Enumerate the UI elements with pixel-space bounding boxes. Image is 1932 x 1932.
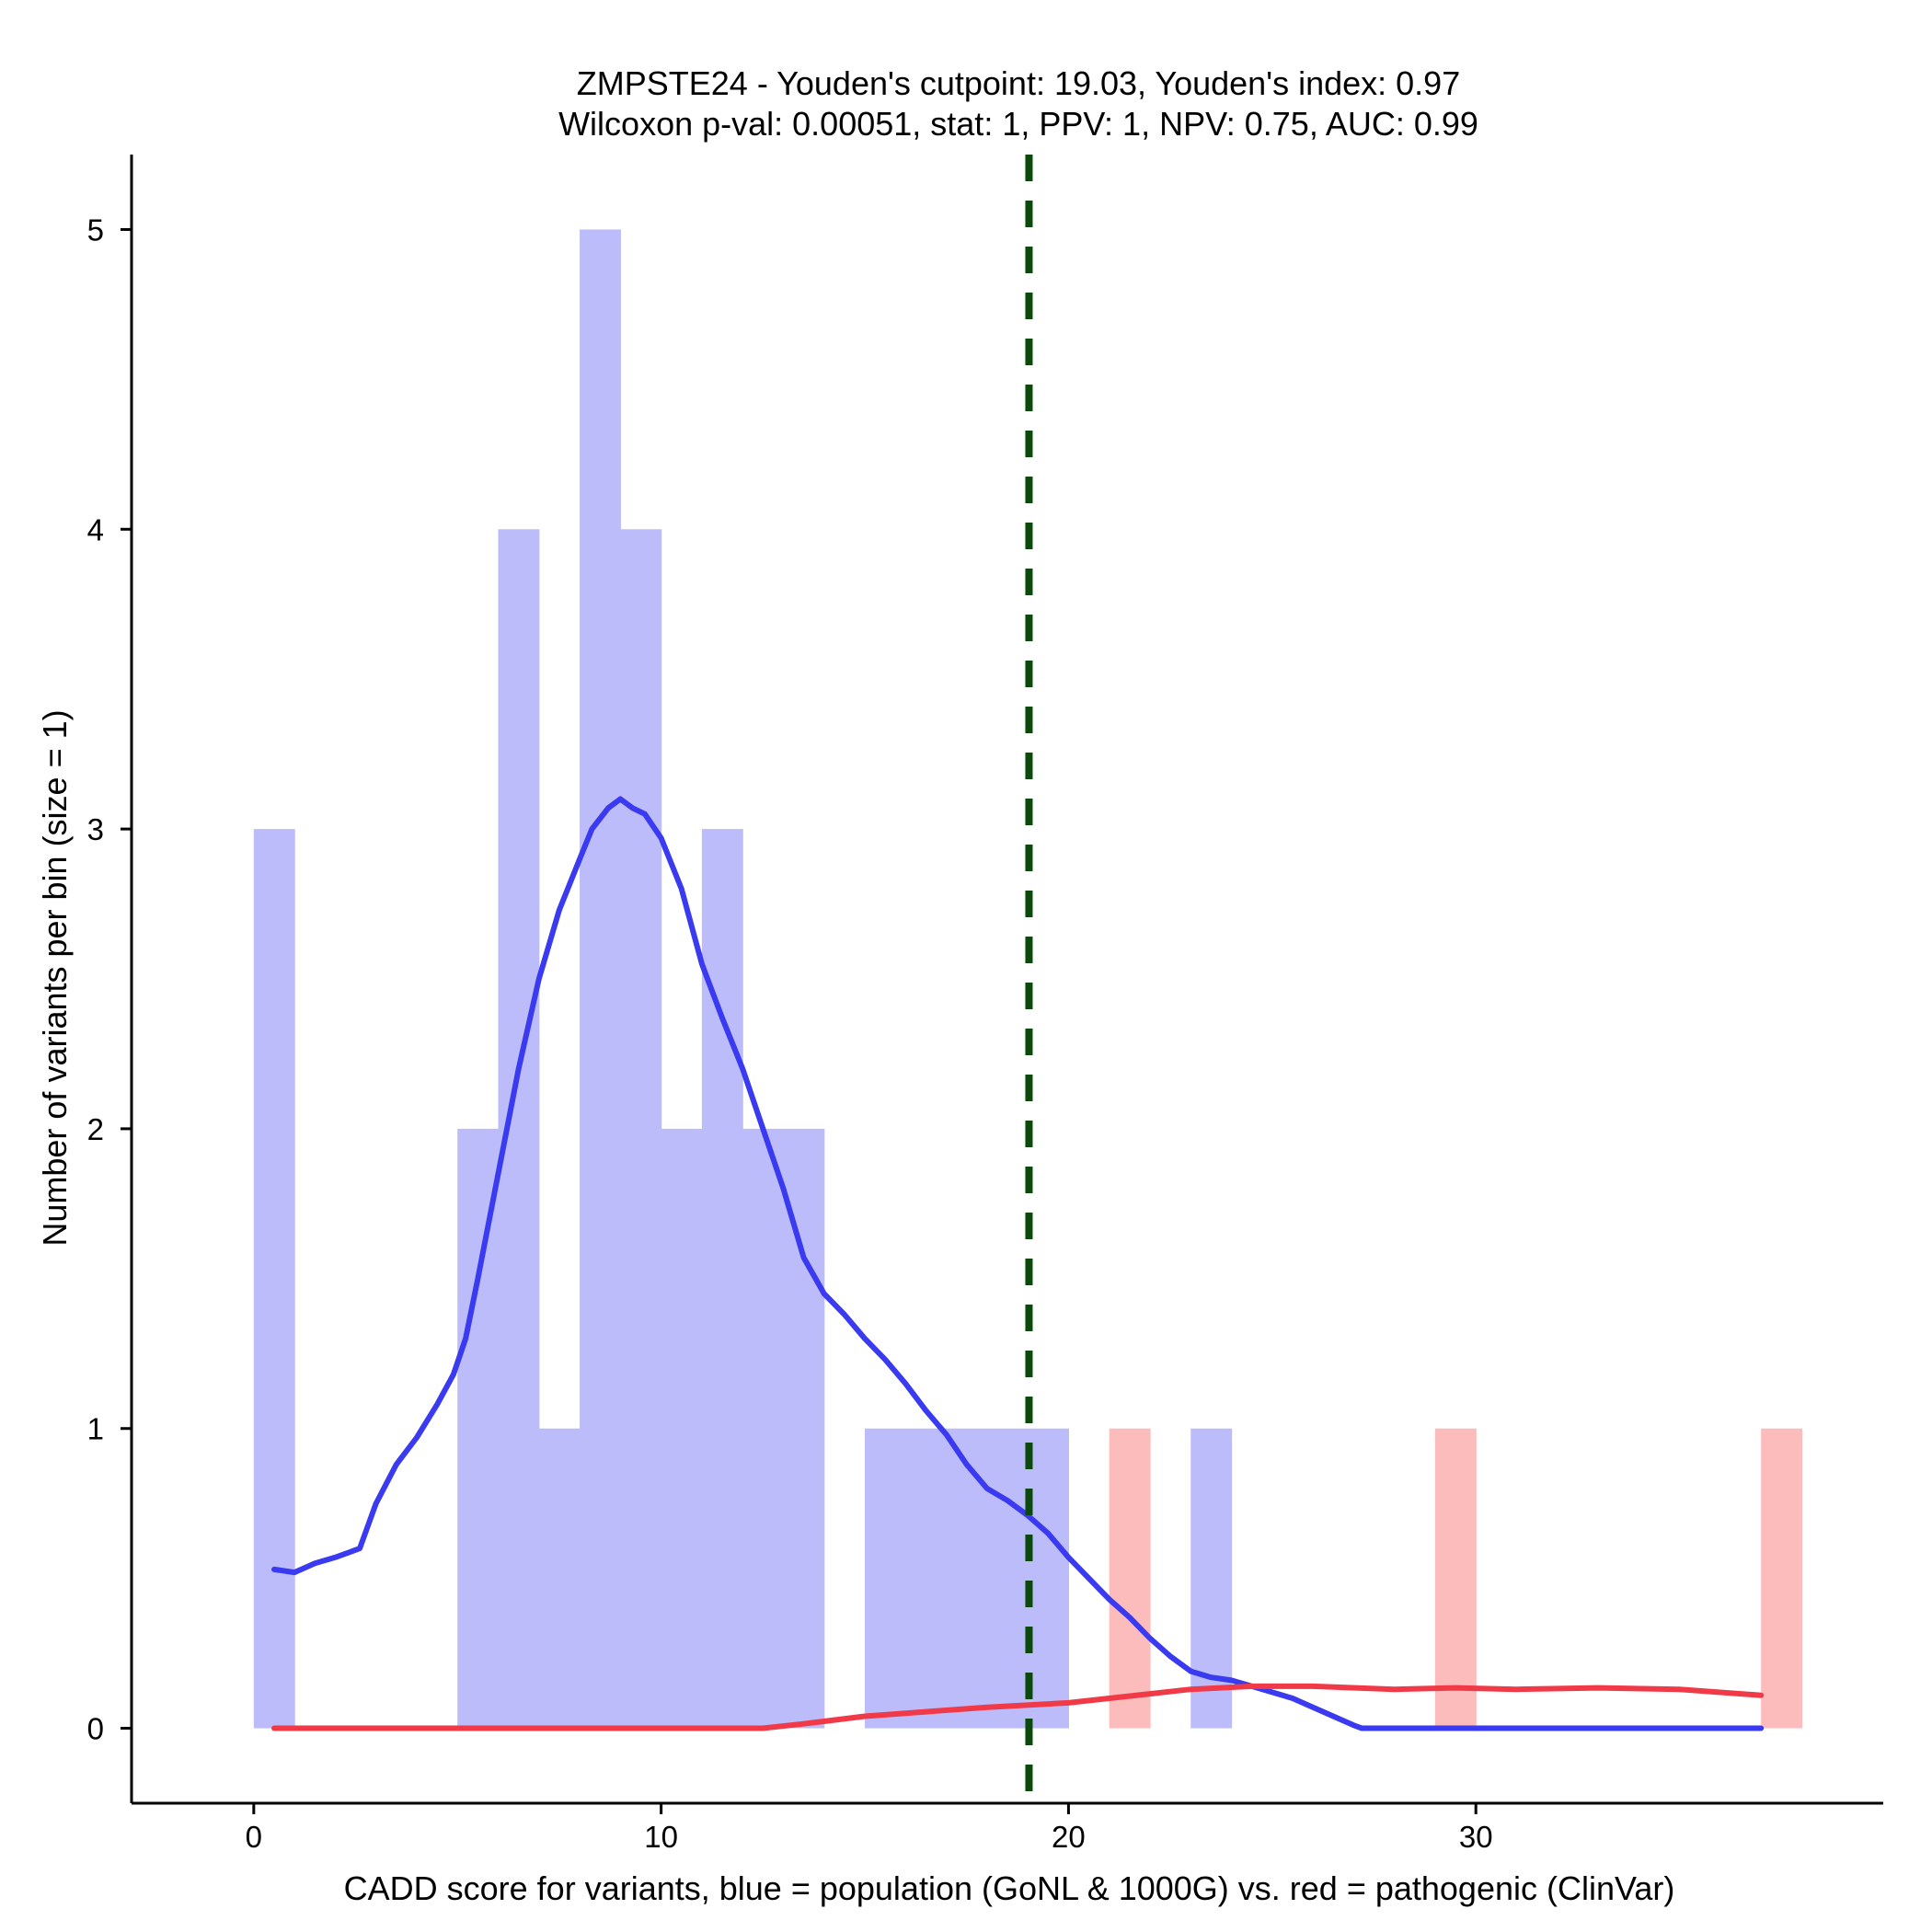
y-tick-label: 3: [87, 812, 104, 846]
y-ticks: 0 1 2 3 4 5: [87, 213, 132, 1746]
y-axis-label: Number of variants per bin (size = 1): [36, 709, 74, 1246]
density-curves: [271, 796, 1765, 1731]
population-bar: [620, 529, 662, 1729]
population-bar: [1190, 1428, 1233, 1729]
population-bar: [1028, 1428, 1070, 1729]
y-tick-label: 0: [87, 1712, 104, 1746]
y-tick-label: 4: [87, 512, 104, 546]
population-bar: [701, 829, 743, 1729]
pathogenic-density-line: [271, 1683, 1765, 1731]
y-tick-label: 1: [87, 1412, 104, 1446]
pathogenic-bar: [1434, 1428, 1477, 1729]
pathogenic-bar: [1761, 1428, 1803, 1729]
population-bar: [457, 1128, 500, 1729]
y-tick-label: 2: [87, 1112, 104, 1146]
population-bar: [253, 829, 295, 1729]
chart-title-line1: ZMPSTE24 - Youden's cutpoint: 19.03, You…: [577, 64, 1460, 102]
population-bar: [905, 1428, 948, 1729]
population-bar: [538, 1428, 581, 1729]
population-bars: [253, 229, 1233, 1729]
x-tick-label: 30: [1459, 1820, 1493, 1854]
population-bar: [580, 229, 621, 1729]
pathogenic-bar: [1109, 1428, 1151, 1729]
population-bar: [986, 1428, 1029, 1729]
population-bar: [742, 1128, 785, 1729]
x-ticks: 0 10 20 30: [246, 1803, 1493, 1854]
x-axis-label: CADD score for variants, blue = populati…: [344, 1869, 1675, 1907]
pathogenic-bars: [1109, 1428, 1803, 1729]
y-tick-label: 5: [87, 213, 104, 247]
population-bar: [661, 1128, 703, 1729]
chart-title-line2: Wilcoxon p-val: 0.00051, stat: 1, PPV: 1…: [558, 105, 1478, 143]
x-tick-label: 0: [246, 1820, 262, 1854]
axes: [130, 155, 1883, 1805]
x-tick-label: 10: [644, 1820, 678, 1854]
population-density-line: [271, 796, 1765, 1731]
population-bar: [865, 1428, 906, 1729]
x-tick-label: 20: [1052, 1820, 1086, 1854]
population-bar: [946, 1428, 988, 1729]
population-bar: [783, 1128, 825, 1729]
